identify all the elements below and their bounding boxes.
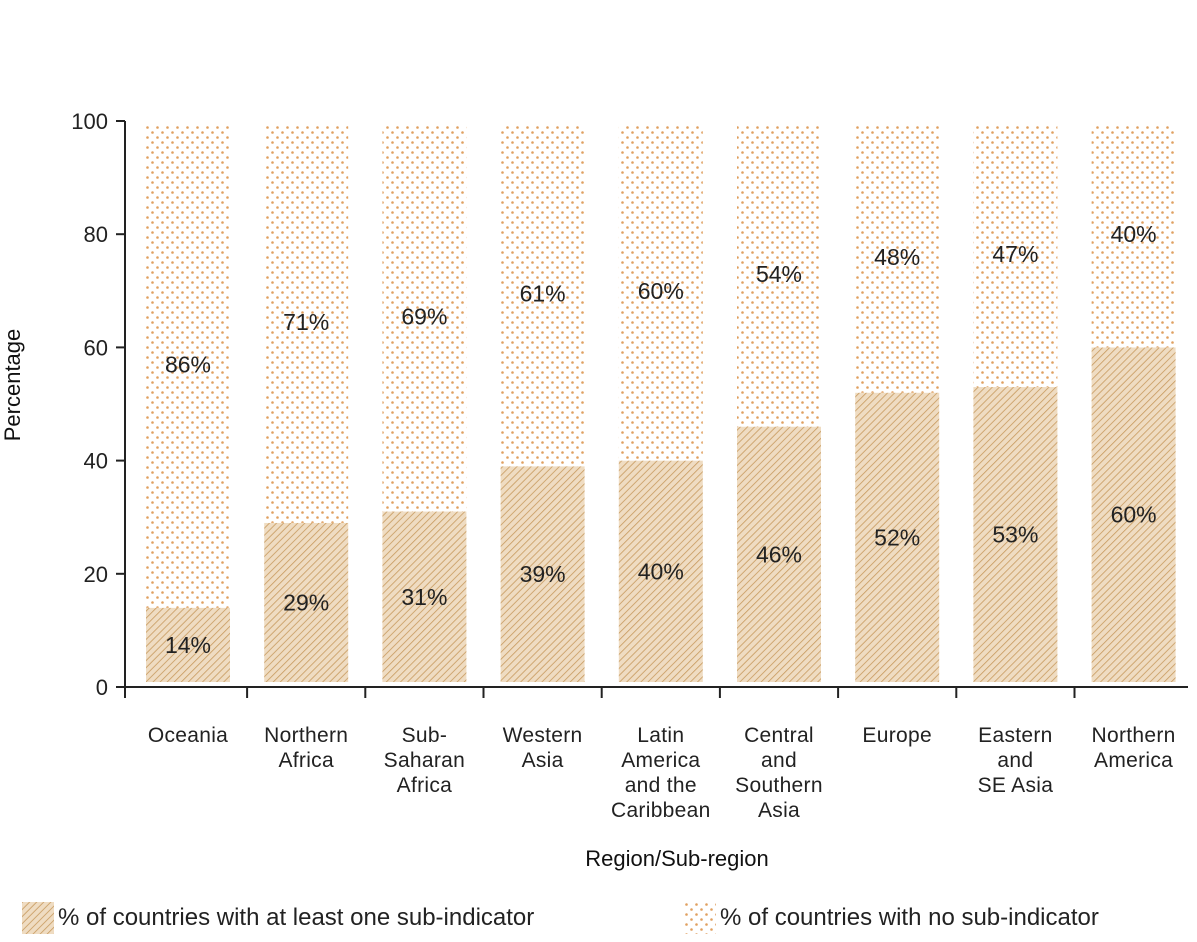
value-label-with-sub: 40% bbox=[638, 558, 684, 584]
x-category-label: Eastern and SE Asia bbox=[978, 724, 1054, 797]
value-label-with-sub: 31% bbox=[401, 584, 447, 610]
value-label-with-sub: 46% bbox=[756, 541, 802, 567]
bar-with-sub-indicator bbox=[618, 460, 703, 682]
bar-no-sub-indicator bbox=[618, 126, 703, 461]
value-label-no-sub: 40% bbox=[1111, 221, 1157, 247]
bar-with-sub-indicator bbox=[855, 392, 940, 682]
value-label-with-sub: 60% bbox=[1111, 502, 1157, 528]
value-label-no-sub: 48% bbox=[874, 244, 920, 270]
value-label-no-sub: 69% bbox=[401, 303, 447, 329]
x-category-label: Oceania bbox=[148, 724, 228, 747]
x-axis-title: Region/Sub-region bbox=[585, 846, 768, 871]
x-category-label: Europe bbox=[862, 724, 932, 747]
x-category-label: Northern America bbox=[1092, 724, 1176, 772]
legend-swatch-dots bbox=[684, 902, 716, 934]
bar-no-sub-indicator bbox=[737, 126, 821, 427]
bar-no-sub-indicator bbox=[973, 126, 1058, 388]
bar-with-sub-indicator bbox=[146, 607, 230, 682]
legend-label-with-sub: % of countries with at least one sub-ind… bbox=[58, 904, 535, 931]
legend-label-without-sub: % of countries with no sub-indicator bbox=[720, 904, 1099, 931]
value-label-no-sub: 54% bbox=[756, 261, 802, 287]
y-tick-label: 40 bbox=[84, 449, 108, 474]
x-category-label: Sub-Saharan Africa bbox=[384, 724, 466, 797]
value-label-no-sub: 60% bbox=[638, 278, 684, 304]
y-tick-label: 0 bbox=[96, 675, 108, 700]
bar-no-sub-indicator bbox=[264, 126, 349, 523]
value-label-with-sub: 39% bbox=[520, 561, 566, 587]
x-category-label: Central and Southern Asia bbox=[735, 724, 823, 822]
value-label-with-sub: 53% bbox=[992, 522, 1038, 548]
y-tick-label: 60 bbox=[84, 335, 108, 360]
bar-no-sub-indicator bbox=[146, 126, 230, 608]
value-label-with-sub: 14% bbox=[165, 632, 211, 658]
x-category-label: Latin America and the Caribbean bbox=[611, 724, 711, 822]
value-label-with-sub: 29% bbox=[283, 589, 329, 615]
bar-no-sub-indicator bbox=[382, 126, 467, 512]
legend-swatch-hatch bbox=[22, 902, 54, 934]
value-label-no-sub: 61% bbox=[520, 281, 566, 307]
bar-with-sub-indicator bbox=[382, 511, 467, 682]
bar-no-sub-indicator bbox=[1091, 126, 1176, 348]
bar-with-sub-indicator bbox=[973, 387, 1058, 682]
value-label-with-sub: 52% bbox=[874, 524, 920, 550]
y-tick-label: 100 bbox=[71, 109, 108, 134]
y-tick-label: 20 bbox=[84, 562, 108, 587]
y-tick-label: 80 bbox=[84, 222, 108, 247]
value-label-no-sub: 47% bbox=[992, 241, 1038, 267]
bar-with-sub-indicator bbox=[1091, 347, 1176, 682]
legend: % of countries with at least one sub-ind… bbox=[22, 902, 1192, 938]
x-category-label: Northern Africa bbox=[264, 724, 348, 772]
value-label-no-sub: 86% bbox=[165, 351, 211, 377]
bar-no-sub-indicator bbox=[500, 126, 585, 467]
bar-with-sub-indicator bbox=[264, 522, 349, 682]
bar-with-sub-indicator bbox=[737, 426, 821, 682]
legend-item-with-sub: % of countries with at least one sub-ind… bbox=[22, 902, 534, 934]
bar-no-sub-indicator bbox=[855, 126, 940, 393]
x-category-label: Western Asia bbox=[503, 724, 583, 772]
bar-with-sub-indicator bbox=[500, 466, 585, 682]
y-axis-title: Percentage bbox=[0, 329, 25, 442]
legend-item-without-sub: % of countries with no sub-indicator bbox=[684, 902, 1099, 934]
value-label-no-sub: 71% bbox=[283, 309, 329, 335]
stacked-bar-chart: 14% 86% 29% 71% 31% 69% 39% 61% 40% 60% 46% 54% 52% 4… bbox=[0, 109, 1188, 871]
